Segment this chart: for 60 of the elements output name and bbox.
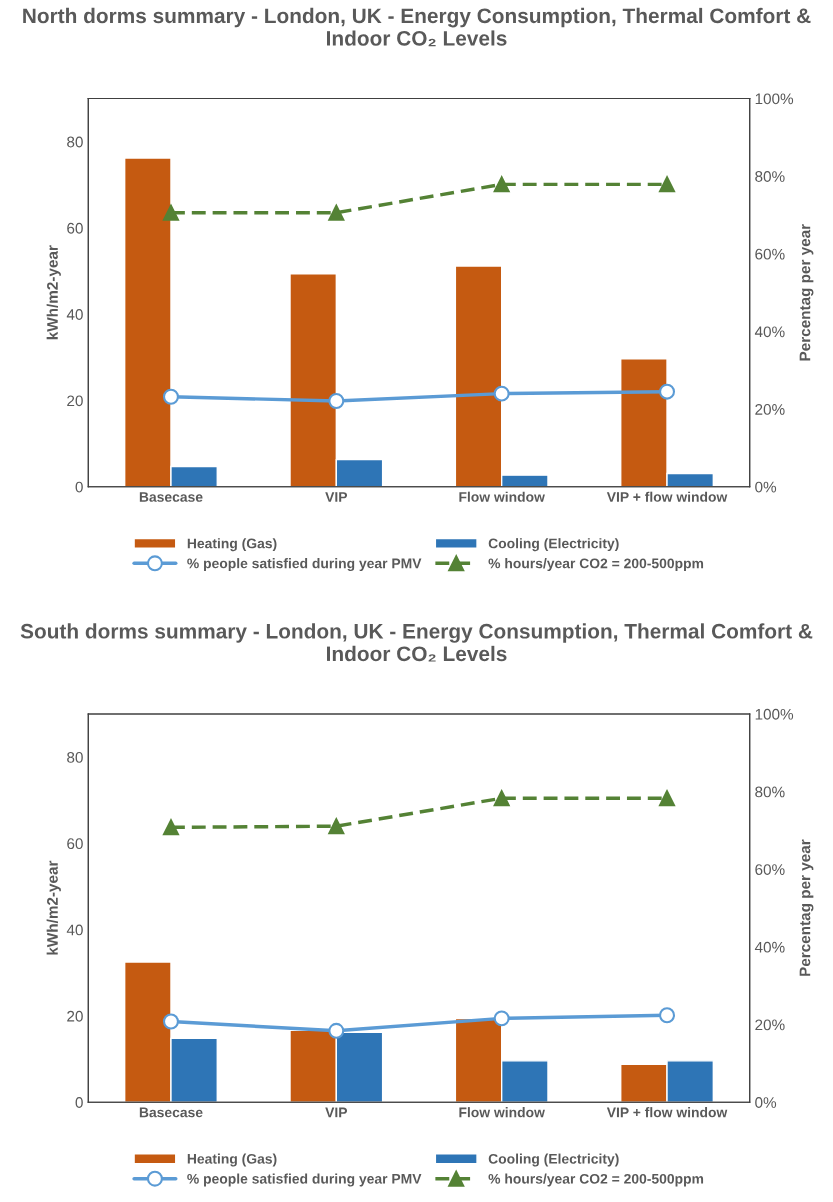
y2-axis-title: Percentag per year — [799, 839, 814, 976]
y2-tick-label: 100% — [755, 708, 794, 720]
x-tick-label: Basecase — [139, 1107, 203, 1118]
y-tick-label: 20 — [67, 395, 83, 407]
y2-tick-label: 40% — [754, 326, 785, 338]
x-tick-label: VIP + flow window — [606, 491, 728, 502]
x-tick-label: Flow window — [459, 1107, 545, 1118]
y2-tick-label: 40% — [754, 941, 785, 953]
chart-title: North dorms summary - London, UK - Energy Consumption, Thermal Comfort & Indoor CO₂ Levels — [23, 7, 811, 47]
legend-label: % hours/year CO2 = 200-500ppm — [488, 1173, 704, 1187]
y2-tick-label: 60% — [755, 248, 785, 260]
y-tick-label: 20 — [67, 1010, 83, 1022]
y2-tick-label: 60% — [755, 864, 785, 875]
y-tick-label: 60 — [67, 838, 83, 850]
y-axis-title: kWh/m2-year — [46, 860, 61, 955]
x-tick-label: VIP — [325, 1107, 348, 1118]
point — [659, 1007, 676, 1024]
y2-tick-label: 0% — [755, 481, 777, 493]
point — [162, 388, 179, 405]
point — [493, 790, 510, 807]
y-tick-label: 60 — [67, 222, 83, 234]
point — [659, 790, 676, 807]
point — [659, 176, 676, 193]
point — [328, 204, 345, 221]
y-tick-label: 0 — [75, 1097, 83, 1108]
legend-label: Heating (Gas) — [187, 538, 277, 552]
y2-tick-label: 100% — [755, 93, 794, 105]
legend-label: Cooling (Electricity) — [488, 1153, 619, 1167]
y2-tick-label: 20% — [755, 1019, 785, 1031]
x-tick-label: VIP — [325, 492, 348, 502]
point — [162, 204, 179, 221]
y-tick-label: 40 — [66, 924, 83, 936]
y-tick-label: 80 — [67, 751, 83, 763]
point — [328, 818, 345, 835]
legend-label: % people satisfied during year PMV — [187, 558, 422, 572]
x-tick-label: Basecase — [139, 492, 203, 502]
legend-label: Heating (Gas) — [187, 1153, 277, 1167]
point — [328, 1022, 345, 1039]
point — [162, 1013, 179, 1030]
y2-tick-label: 20% — [755, 404, 785, 415]
legend-label: Cooling (Electricity) — [488, 538, 619, 552]
point — [493, 1010, 510, 1027]
x-tick-label: VIP + flow window — [606, 1107, 728, 1118]
legend-label: % people satisfied during year PMV — [187, 1173, 422, 1187]
point — [493, 385, 510, 402]
y2-axis-title: Percentag per year — [799, 224, 814, 361]
y-axis-title: kWh/m2-year — [46, 245, 61, 340]
point — [162, 819, 179, 836]
y2-tick-label: 80% — [755, 786, 785, 798]
x-tick-label: Flow window — [459, 491, 545, 502]
y2-tick-label: 0% — [755, 1097, 777, 1108]
legend-label: % hours/year CO2 = 200-500ppm — [488, 558, 704, 572]
point — [493, 176, 510, 193]
y-tick-label: 40 — [66, 309, 83, 320]
point — [659, 383, 676, 400]
point — [328, 393, 345, 409]
y-tick-label: 0 — [75, 481, 83, 493]
y-tick-label: 80 — [67, 136, 83, 148]
y2-tick-label: 80% — [755, 171, 785, 182]
chart-title: South dorms summary - London, UK - Energy Consumption, Thermal Comfort & Indoor CO₂ Levels — [20, 623, 813, 662]
